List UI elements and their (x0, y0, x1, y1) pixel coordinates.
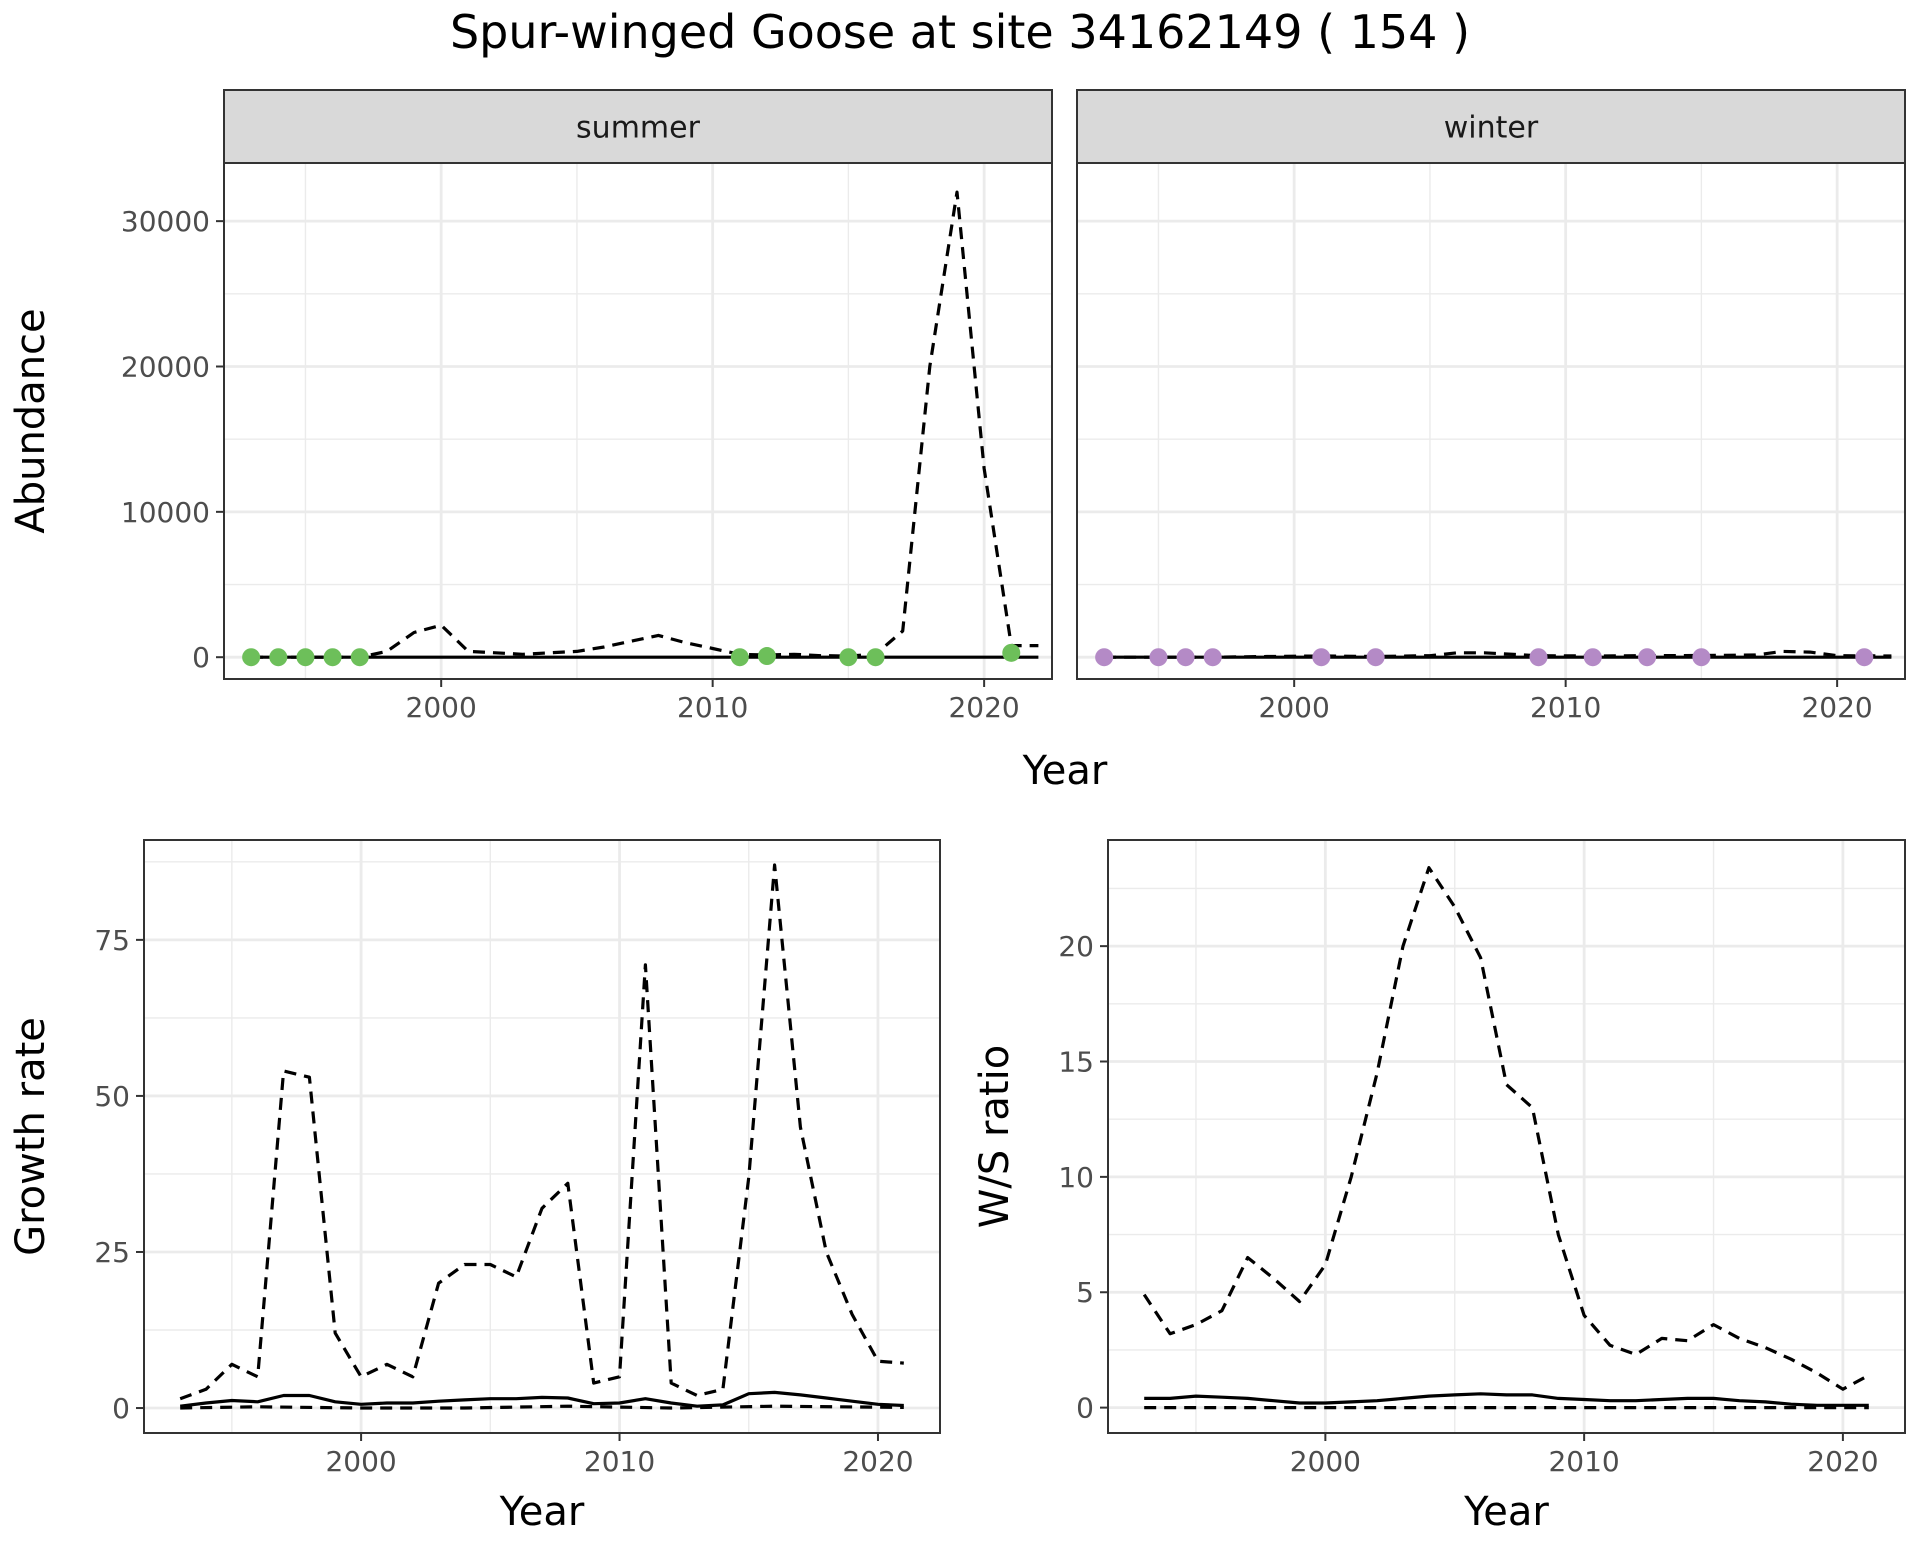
panel-background (1108, 840, 1905, 1433)
facet-strip (1076, 89, 1906, 164)
y-axis-title: Abundance (8, 308, 54, 533)
data-point (1312, 648, 1331, 667)
y-tick-label: 20 (1058, 930, 1094, 963)
x-tick-label: 2020 (842, 1445, 913, 1478)
series-line-1 (1142, 866, 1870, 1391)
data-point (1638, 648, 1657, 667)
y-tick-label: 30000 (121, 205, 210, 238)
y-tick-label: 50 (94, 1080, 130, 1113)
x-tick-label: 2000 (325, 1445, 396, 1478)
y-tick-label: 75 (94, 924, 130, 957)
panel-1: summer 2000 2010 2020 0 10000 20000 30000 Abunda… (8, 89, 1053, 724)
x-tick-label: 2020 (1801, 691, 1872, 724)
x-axis-title: Year (1022, 748, 1108, 794)
panel-border (143, 839, 941, 1434)
panel-background (144, 840, 940, 1433)
x-tick-label: 2010 (1530, 691, 1601, 724)
facet-label: summer (576, 111, 701, 146)
series-line-2 (180, 1390, 904, 1408)
data-point (1855, 648, 1874, 667)
series-line-1 (179, 863, 904, 1401)
y-tick-label: 0 (192, 641, 210, 674)
x-axis-title: Year (499, 1489, 585, 1535)
data-point (1529, 648, 1548, 667)
y-tick-label: 0 (112, 1392, 130, 1425)
y-tick-label: 0 (1076, 1392, 1094, 1425)
data-point (1149, 648, 1168, 667)
x-tick-label: 2020 (1807, 1445, 1878, 1478)
data-point (866, 648, 885, 667)
x-axis-title: Year (1463, 1489, 1549, 1535)
data-point (1366, 648, 1385, 667)
data-point (296, 648, 315, 667)
data-point (1583, 648, 1602, 667)
data-point (1176, 648, 1195, 667)
data-point (242, 648, 261, 667)
data-point (1692, 648, 1711, 667)
x-tick-label: 2010 (584, 1445, 655, 1478)
x-tick-label: 2000 (1259, 691, 1330, 724)
data-point (839, 648, 858, 667)
data-point (757, 647, 776, 666)
panel-background (224, 163, 1052, 679)
facet-label: winter (1444, 111, 1539, 146)
x-tick-label: 2010 (677, 691, 748, 724)
data-point (1095, 648, 1114, 667)
y-tick-label: 10000 (121, 496, 210, 529)
y-tick-label: 20000 (121, 350, 210, 383)
facet-strip (223, 89, 1053, 164)
data-point (350, 648, 369, 667)
data-point (323, 648, 342, 667)
x-tick-label: 2000 (1290, 1445, 1361, 1478)
panel-3: 2000 2010 2020 0 25 50 75 Growth rate Year (8, 839, 941, 1535)
y-axis-title: Growth rate (8, 1017, 54, 1256)
panel-border (1107, 839, 1906, 1434)
y-tick-label: 25 (94, 1236, 130, 1269)
chart-title: Spur-winged Goose at site 34162149 ( 154… (450, 5, 1470, 59)
series-line-1 (1104, 649, 1892, 659)
panel-4: 2000 2010 2020 0 5 10 15 20 W/S ratio Year (972, 839, 1906, 1535)
y-tick-label: 10 (1058, 1161, 1094, 1194)
y-tick-label: 5 (1076, 1276, 1094, 1309)
data-point (1002, 643, 1021, 662)
x-tick-label: 2010 (1548, 1445, 1619, 1478)
series-line-2 (1144, 1392, 1869, 1407)
data-point (269, 648, 288, 667)
series-line-1 (251, 190, 1039, 659)
data-point (730, 648, 749, 667)
y-tick-label: 15 (1058, 1046, 1094, 1079)
x-tick-label: 2020 (948, 691, 1019, 724)
panel-2: winter 2000 2010 2020 (1076, 89, 1906, 724)
data-point (1203, 648, 1222, 667)
y-axis-title: W/S ratio (972, 1045, 1018, 1228)
x-tick-label: 2000 (406, 691, 477, 724)
panel-background (1077, 163, 1905, 679)
